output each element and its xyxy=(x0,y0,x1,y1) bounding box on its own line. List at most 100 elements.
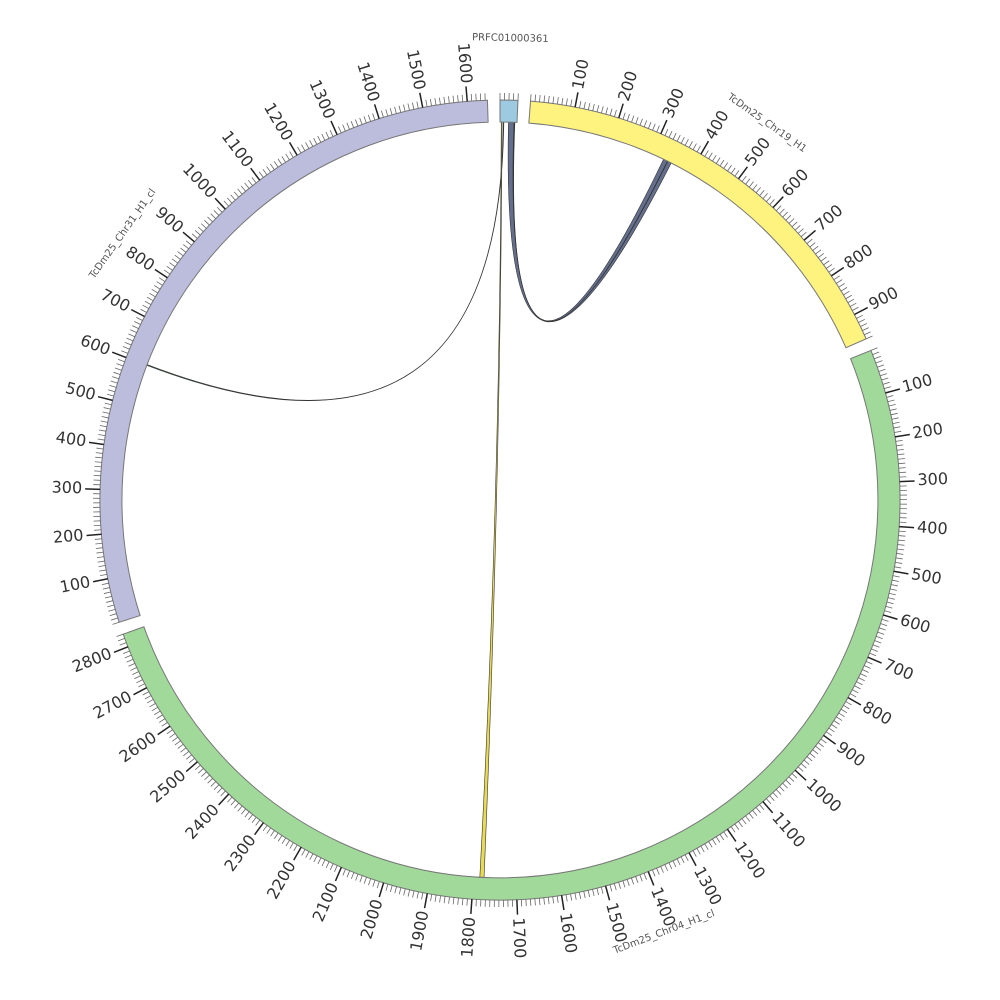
tick-label: 1000 xyxy=(179,159,221,202)
minor-tick xyxy=(676,134,681,142)
minor-tick xyxy=(895,439,903,442)
major-tick xyxy=(88,441,104,446)
minor-tick xyxy=(128,663,136,667)
minor-tick xyxy=(262,168,268,176)
minor-tick xyxy=(204,774,210,781)
minor-tick xyxy=(98,565,106,568)
minor-tick xyxy=(403,888,406,896)
minor-tick xyxy=(126,337,134,342)
minor-tick xyxy=(122,650,130,655)
minor-tick xyxy=(412,890,415,898)
minor-tick xyxy=(596,887,599,895)
minor-tick xyxy=(700,845,705,853)
minor-tick xyxy=(719,833,725,841)
major-tick xyxy=(470,898,473,915)
major-tick xyxy=(330,120,338,135)
minor-tick xyxy=(668,862,673,870)
tick-label: 1200 xyxy=(260,99,297,144)
minor-tick xyxy=(425,99,428,107)
minor-tick xyxy=(692,850,697,857)
minor-tick xyxy=(543,95,546,103)
minor-tick xyxy=(570,99,573,107)
minor-tick xyxy=(169,733,176,738)
minor-tick xyxy=(896,449,904,451)
minor-tick xyxy=(845,701,852,706)
minor-tick xyxy=(817,742,824,748)
minor-tick xyxy=(94,470,102,472)
minor-tick xyxy=(894,566,902,569)
minor-tick xyxy=(368,878,372,886)
minor-tick xyxy=(755,187,761,194)
minor-tick xyxy=(858,319,865,323)
minor-tick xyxy=(530,94,532,102)
minor-tick xyxy=(779,785,785,792)
major-tick xyxy=(111,351,127,359)
minor-tick xyxy=(342,124,346,132)
minor-tick xyxy=(443,896,446,904)
tick-label: 500 xyxy=(63,378,97,404)
major-tick xyxy=(182,231,195,243)
major-tick xyxy=(574,92,579,108)
tick-label: 200 xyxy=(52,525,84,547)
minor-tick xyxy=(100,420,108,423)
tick-label: 900 xyxy=(833,737,869,770)
minor-tick xyxy=(715,157,721,164)
minor-tick xyxy=(664,129,669,136)
major-tick xyxy=(97,395,113,402)
minor-tick xyxy=(815,745,822,751)
minor-tick xyxy=(146,296,154,302)
minor-tick xyxy=(894,430,902,433)
minor-tick xyxy=(329,863,334,871)
minor-tick xyxy=(355,119,359,127)
minor-tick xyxy=(797,228,804,234)
minor-tick xyxy=(325,131,330,139)
minor-tick xyxy=(596,105,600,113)
minor-tick xyxy=(892,575,900,578)
minor-tick xyxy=(587,102,591,110)
minor-tick xyxy=(94,538,102,540)
minor-tick xyxy=(896,444,904,447)
minor-tick xyxy=(138,683,145,688)
segment-label: PRFC01000361 xyxy=(472,32,549,45)
major-tick xyxy=(726,828,737,842)
minor-tick xyxy=(828,727,835,733)
minor-tick xyxy=(421,892,424,900)
minor-tick xyxy=(779,208,785,215)
minor-tick xyxy=(398,105,402,113)
minor-tick xyxy=(430,894,433,902)
tick-label: 2100 xyxy=(308,880,342,925)
minor-tick xyxy=(124,654,132,659)
minor-tick xyxy=(457,897,459,905)
minor-tick xyxy=(97,438,105,441)
minor-tick xyxy=(103,591,111,594)
tick-label: 800 xyxy=(859,697,895,729)
major-tick xyxy=(185,761,198,773)
minor-tick xyxy=(116,363,124,367)
minor-tick xyxy=(881,377,889,381)
minor-tick xyxy=(775,789,782,795)
tick-label: 1600 xyxy=(556,911,581,954)
major-tick xyxy=(560,895,565,911)
minor-tick xyxy=(210,213,216,219)
minor-tick xyxy=(896,553,904,555)
minor-tick xyxy=(342,868,346,876)
minor-tick xyxy=(96,551,104,554)
minor-tick xyxy=(898,467,906,469)
minor-tick xyxy=(852,306,859,311)
minor-tick xyxy=(715,836,721,843)
minor-tick xyxy=(98,434,106,437)
minor-tick xyxy=(108,389,116,393)
minor-tick xyxy=(741,175,747,182)
major-tick xyxy=(794,769,807,781)
tick-label: 400 xyxy=(917,517,949,538)
minor-tick xyxy=(376,881,380,889)
minor-tick xyxy=(381,110,384,118)
tick-label: 1300 xyxy=(305,77,339,122)
minor-tick xyxy=(161,722,168,727)
minor-tick xyxy=(877,631,885,635)
minor-tick xyxy=(727,165,732,172)
minor-tick xyxy=(688,141,693,148)
minor-tick xyxy=(394,886,397,894)
tick-label: 700 xyxy=(881,655,917,684)
tick-label: 1000 xyxy=(803,775,846,817)
